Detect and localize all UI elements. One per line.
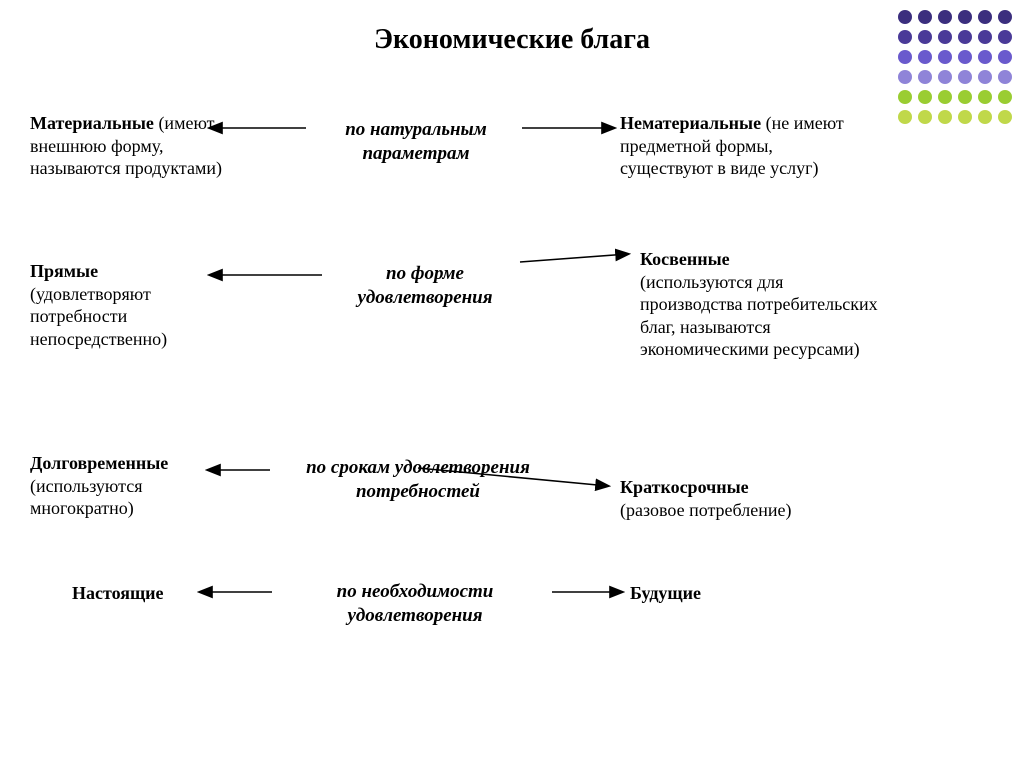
arrows-layer: [0, 0, 1024, 767]
